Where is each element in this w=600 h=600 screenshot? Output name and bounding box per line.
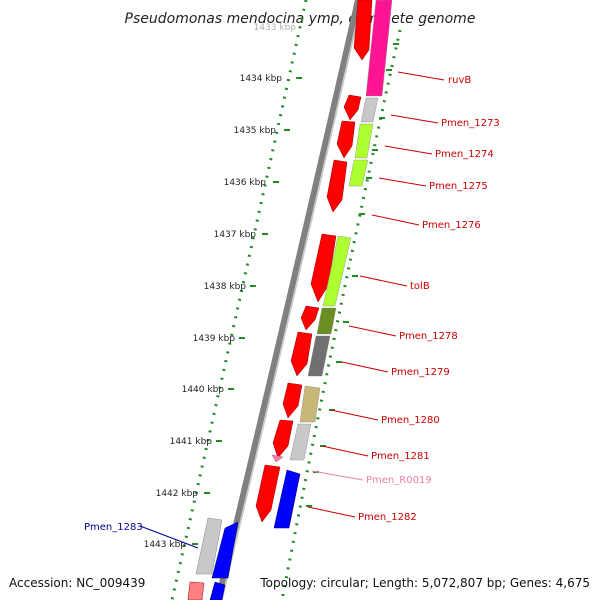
gene-block <box>354 123 374 159</box>
scale-label: 1443 kbp <box>144 540 187 550</box>
cds-arrow <box>209 581 226 600</box>
genome-backbone <box>215 0 361 600</box>
gene-label-pmen-1278[interactable]: Pmen_1278 <box>399 331 458 342</box>
gene-block <box>299 385 321 423</box>
scale-label: 1433 kbp <box>254 23 297 33</box>
scale-ring-outer <box>170 0 308 600</box>
gene-label-ruvB[interactable]: ruvB <box>448 75 471 86</box>
cds-arrow <box>336 120 356 159</box>
scale-label: 1442 kbp <box>156 489 199 499</box>
cds-arrow <box>353 0 373 61</box>
cds-arrow <box>343 94 362 121</box>
scale-label: 1436 kbp <box>224 178 267 188</box>
gene-label-pmen-1275[interactable]: Pmen_1275 <box>429 181 488 192</box>
cds-arrow <box>310 233 337 303</box>
scale-labels: 1433 kbp 1434 kbp 1435 kbp 1436 kbp 1437… <box>144 23 297 550</box>
cds-arrow <box>326 159 348 213</box>
scale-label: 1438 kbp <box>204 282 247 292</box>
gene-block <box>348 159 369 187</box>
gene-label-tolB[interactable]: tolB <box>410 281 430 292</box>
gene-label-pmen-1276[interactable]: Pmen_1276 <box>422 220 481 231</box>
scale-label: 1440 kbp <box>182 385 225 395</box>
scale-label: 1435 kbp <box>234 126 277 136</box>
cds-arrow <box>300 305 320 331</box>
reverse-strand-cds <box>195 469 301 600</box>
cds-arrow <box>273 469 301 529</box>
accession-text: Accession: NC_009439 <box>9 576 145 590</box>
rna-arrow <box>271 454 284 463</box>
leader-lines <box>139 71 445 549</box>
map-title: Pseudomonas mendocina ymp, complete geno… <box>125 11 476 27</box>
genome-backbone-highlight <box>221 0 363 600</box>
gene-label-pmen-1279[interactable]: Pmen_1279 <box>391 367 450 378</box>
cds-arrow <box>255 464 281 523</box>
gene-labels: ruvB Pmen_1273 Pmen_1274 Pmen_1275 Pmen_… <box>84 75 500 533</box>
scale-label: 1437 kbp <box>214 230 257 240</box>
topology-text: Topology: circular; Length: 5,072,807 bp… <box>259 576 590 590</box>
gene-label-pmen-1280[interactable]: Pmen_1280 <box>381 415 440 426</box>
cds-arrow <box>282 382 303 419</box>
scale-label: 1439 kbp <box>193 334 236 344</box>
cds-arrow <box>272 419 294 459</box>
gene-block <box>307 335 331 377</box>
gene-label-pmen-1273[interactable]: Pmen_1273 <box>441 118 500 129</box>
gene-block <box>360 97 379 123</box>
gene-label-pmen-1274[interactable]: Pmen_1274 <box>435 149 494 160</box>
gene-label-pmen-1283[interactable]: Pmen_1283 <box>84 522 143 533</box>
gene-block <box>195 517 223 575</box>
scale-label: 1434 kbp <box>240 74 283 84</box>
gene-label-pmen-r0019[interactable]: Pmen_R0019 <box>366 475 432 486</box>
category-blocks <box>289 0 393 461</box>
gene-block <box>365 0 393 97</box>
gene-label-pmen-1282[interactable]: Pmen_1282 <box>358 512 417 523</box>
gene-block <box>322 235 352 307</box>
forward-strand-cds <box>187 0 373 600</box>
scale-label: 1441 kbp <box>170 437 213 447</box>
gene-block <box>316 307 337 335</box>
cds-arrow <box>211 521 239 579</box>
cds-arrow <box>290 331 313 377</box>
cds-arrow <box>187 581 205 600</box>
gene-block <box>289 423 312 461</box>
gene-label-pmen-1281[interactable]: Pmen_1281 <box>371 451 430 462</box>
